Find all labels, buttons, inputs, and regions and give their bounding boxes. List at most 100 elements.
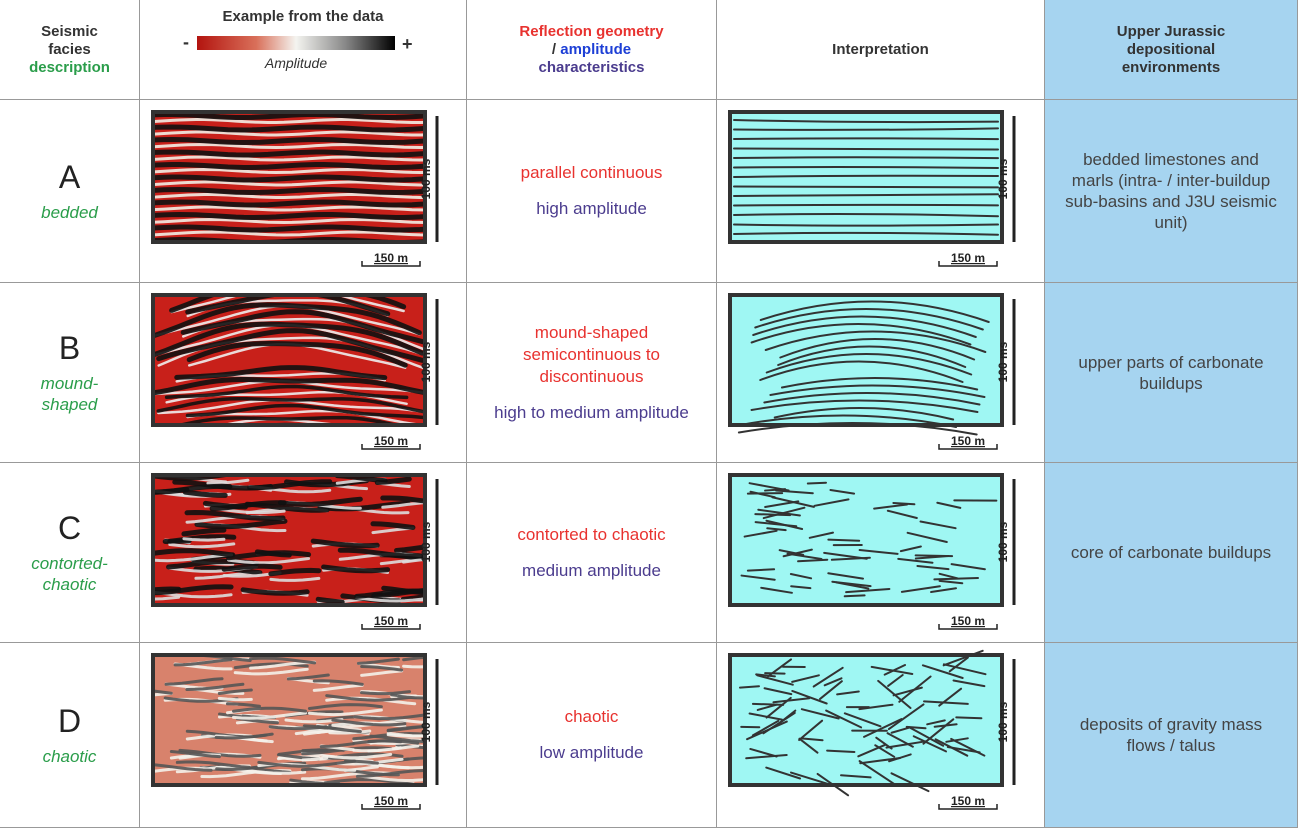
header-text: description (29, 59, 110, 77)
interpretation-line (807, 483, 825, 484)
seismic-reflector (219, 698, 251, 699)
example-cell: 100 ms 150 m (140, 643, 467, 828)
interpretation-line (827, 751, 854, 752)
environment-cell: core of carbonate buildups (1045, 463, 1298, 643)
header-text: / (552, 41, 556, 58)
scale-label: 150 m (373, 434, 407, 448)
facies-cell: Ccontorted-chaotic (0, 463, 140, 643)
facies-letter: B (59, 330, 80, 367)
seismic-reflector (148, 152, 428, 155)
seismic-reflector (154, 490, 186, 493)
amplitude-characteristic: medium amplitude (502, 560, 681, 582)
scale-label: 150 m (950, 794, 984, 808)
interpretation-line (734, 167, 998, 168)
interpretation-line (734, 225, 998, 226)
colorbar-min: - (183, 32, 189, 52)
header-cell: Seismic facies description (0, 0, 140, 100)
seismic-reflector (148, 190, 428, 193)
interpretation-line (915, 555, 951, 556)
interpretation-line (734, 157, 998, 158)
colorbar: - + Amplitude (140, 26, 467, 86)
scale-label: 150 m (950, 434, 984, 448)
facies-description: contorted-chaotic (15, 553, 125, 595)
scale-label: 150 m (373, 251, 407, 265)
scale-label: 100 ms (996, 341, 1010, 382)
characteristics-cell: contorted to chaotic medium amplitude (467, 463, 717, 643)
header-cell: Reflection geometry / amplitude characte… (467, 0, 717, 100)
reflection-geometry: contorted to chaotic (497, 524, 685, 546)
characteristics-cell: parallel continuous high amplitude (467, 100, 717, 283)
environment-text: bedded limestones and marls (intra- / in… (1063, 149, 1279, 233)
interpretation-line (956, 717, 981, 718)
environment-cell: deposits of gravity mass flows / talus (1045, 643, 1298, 828)
environment-text: deposits of gravity mass flows / talus (1063, 714, 1279, 756)
interpretation-figure: 100 ms150 m (717, 463, 1045, 638)
header-text: Seismic facies (30, 23, 110, 59)
characteristics-cell: chaoticlow amplitude (467, 643, 717, 828)
scale-label: 150 m (950, 251, 984, 265)
reflection-geometry: parallel continuous (501, 162, 683, 184)
interpretation-cell: 100 ms 150 m (717, 643, 1045, 828)
reflection-geometry: chaotic (545, 706, 639, 728)
scale-label: 150 m (373, 794, 407, 808)
header-text: Upper Jurassic depositional environments (1096, 23, 1246, 77)
seismic-reflector (403, 666, 435, 667)
header-text: characteristics (539, 59, 645, 77)
example-cell: 100 ms 150 m (140, 100, 467, 283)
header-text: Interpretation (832, 41, 929, 59)
header-cell: Upper Jurassic depositional environments (1045, 0, 1298, 100)
seismic-image (148, 112, 428, 248)
interpretation-line (734, 205, 998, 206)
scale-label: 100 ms (419, 521, 433, 562)
header-cell: Interpretation (717, 0, 1045, 100)
facies-cell: Abedded (0, 100, 140, 283)
facies-letter: C (58, 510, 81, 547)
seismic-reflector (140, 597, 179, 599)
environment-cell: bedded limestones and marls (intra- / in… (1045, 100, 1298, 283)
environment-text: core of carbonate buildups (1071, 542, 1271, 563)
reflection-geometry: mound-shaped semicontinuous to discontin… (467, 322, 716, 388)
seismic-figure: 100 ms 150 m (140, 643, 467, 818)
facies-cell: Dchaotic (0, 643, 140, 828)
scale-label: 100 ms (996, 701, 1010, 742)
seismic-reflector (148, 177, 428, 180)
seismic-reflector (148, 165, 428, 168)
scale-label: 100 ms (419, 158, 433, 199)
interpretation-line (752, 704, 782, 705)
facies-cell: Bmound-shaped (0, 283, 140, 463)
scale-label: 100 ms (419, 701, 433, 742)
seismic-image (140, 473, 467, 606)
scale-label: 150 m (950, 614, 984, 628)
interpretation-line (739, 686, 758, 687)
seismic-reflector (224, 566, 280, 569)
seismic-reflector (148, 215, 428, 218)
header-text: Example from the data (223, 8, 384, 26)
characteristics-cell: mound-shaped semicontinuous to discontin… (467, 283, 717, 463)
colorbar-max: + (402, 34, 413, 54)
facies-description: bedded (15, 202, 125, 223)
example-cell: 100 ms 150 m (140, 283, 467, 463)
seismic-reflector (172, 430, 388, 439)
environment-text: upper parts of carbonate buildups (1063, 352, 1279, 394)
environment-cell: upper parts of carbonate buildups (1045, 283, 1298, 463)
scale-label: 100 ms (996, 158, 1010, 199)
seismic-reflector (318, 599, 342, 602)
facies-letter: A (59, 159, 80, 196)
interpretation-line (828, 540, 859, 541)
header-cell: Example from the data - + Amplitude (140, 0, 467, 100)
seismic-reflector (148, 227, 428, 230)
seismic-reflector (148, 202, 428, 205)
header-text: amplitude (560, 41, 631, 58)
header-line: / amplitude (552, 41, 631, 59)
amplitude-characteristic: high to medium amplitude (474, 402, 709, 424)
facies-description: chaotic (15, 746, 125, 767)
amplitude-characteristic: high amplitude (516, 198, 667, 220)
seismic-figure: 100 ms150 m (140, 463, 467, 638)
interpretation-figure: 100 ms 150 m (717, 100, 1045, 275)
interpretation-line (844, 595, 864, 596)
interpretation-line (734, 149, 998, 150)
scale-label: 100 ms (419, 341, 433, 382)
header-text: Reflection geometry (519, 23, 663, 41)
